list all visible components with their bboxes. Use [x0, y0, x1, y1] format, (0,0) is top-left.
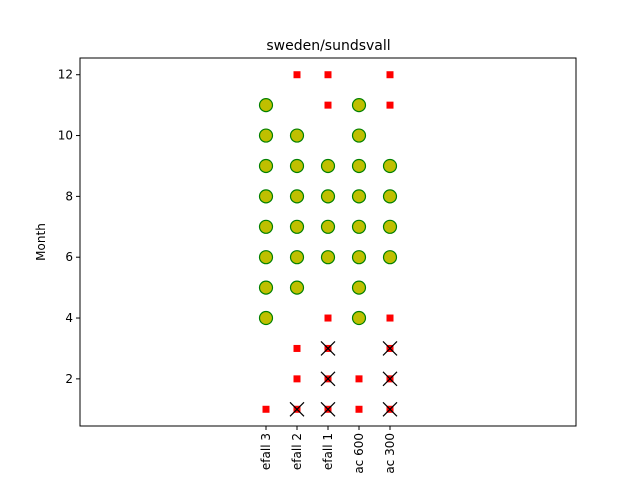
square-marker: [293, 344, 301, 352]
x-marker: [289, 401, 305, 417]
circle-marker: [320, 250, 336, 265]
circle-marker: [382, 250, 398, 265]
square-marker: [293, 375, 301, 383]
circle-marker: [351, 280, 367, 295]
plot-area: [79, 57, 577, 427]
x-marker: [382, 401, 398, 417]
square-marker: [324, 101, 332, 109]
x-marker: [320, 401, 336, 417]
circle-marker: [382, 219, 398, 234]
square-marker: [324, 314, 332, 322]
circle-marker: [320, 189, 336, 204]
circle-marker: [351, 189, 367, 204]
y-tick-label: 4: [65, 311, 73, 325]
circle-marker: [289, 158, 305, 174]
circle-marker: [382, 189, 398, 204]
x-marker: [320, 371, 336, 387]
circle-marker: [320, 158, 336, 174]
x-tick-label: efall 1: [321, 433, 335, 470]
x-tick-label: ac 300: [383, 433, 397, 474]
square-marker: [386, 101, 394, 109]
circle-marker: [258, 98, 274, 113]
y-tick-label: 12: [58, 68, 73, 82]
circle-marker: [289, 189, 305, 204]
circle-marker: [258, 280, 274, 295]
x-axis-ticks: efall 3 efall 2 efall 1 ac 600 ac 300: [259, 426, 397, 474]
x-marker: [382, 341, 398, 356]
y-axis-ticks: 2 4 6 8 10 12: [58, 68, 80, 386]
chart-title: sweden/sundsvall: [266, 38, 390, 54]
x-tick-label: ac 600: [352, 433, 366, 474]
square-marker: [324, 71, 332, 79]
circle-marker: [258, 310, 274, 326]
x-marker: [382, 371, 398, 387]
circle-marker: [351, 310, 367, 326]
circle-marker: [258, 189, 274, 204]
circle-marker: [351, 98, 367, 113]
circle-marker: [258, 219, 274, 234]
y-tick-label: 8: [65, 189, 73, 203]
data-marks: [258, 71, 398, 417]
circle-marker: [289, 250, 305, 265]
circle-marker: [258, 158, 274, 174]
square-marker: [262, 405, 270, 413]
circle-marker: [320, 219, 336, 234]
circle-marker: [351, 250, 367, 265]
circle-marker: [289, 219, 305, 234]
x-marker: [320, 341, 336, 356]
y-tick-label: 6: [65, 250, 73, 264]
circle-marker: [258, 250, 274, 265]
x-tick-label: efall 2: [290, 433, 304, 470]
circle-marker: [289, 128, 305, 143]
circle-marker: [289, 280, 305, 295]
circle-marker: [351, 158, 367, 174]
circle-marker: [351, 219, 367, 234]
square-marker: [355, 375, 363, 383]
circle-marker: [382, 158, 398, 174]
circle-marker: [258, 128, 274, 143]
y-tick-label: 10: [58, 129, 73, 143]
circle-marker: [351, 128, 367, 143]
x-tick-label: efall 3: [259, 433, 273, 470]
y-tick-label: 2: [65, 372, 73, 386]
square-marker: [293, 71, 301, 79]
square-marker: [355, 405, 363, 413]
y-axis-title: Month: [34, 223, 48, 261]
square-marker: [386, 314, 394, 322]
square-marker: [386, 71, 394, 79]
